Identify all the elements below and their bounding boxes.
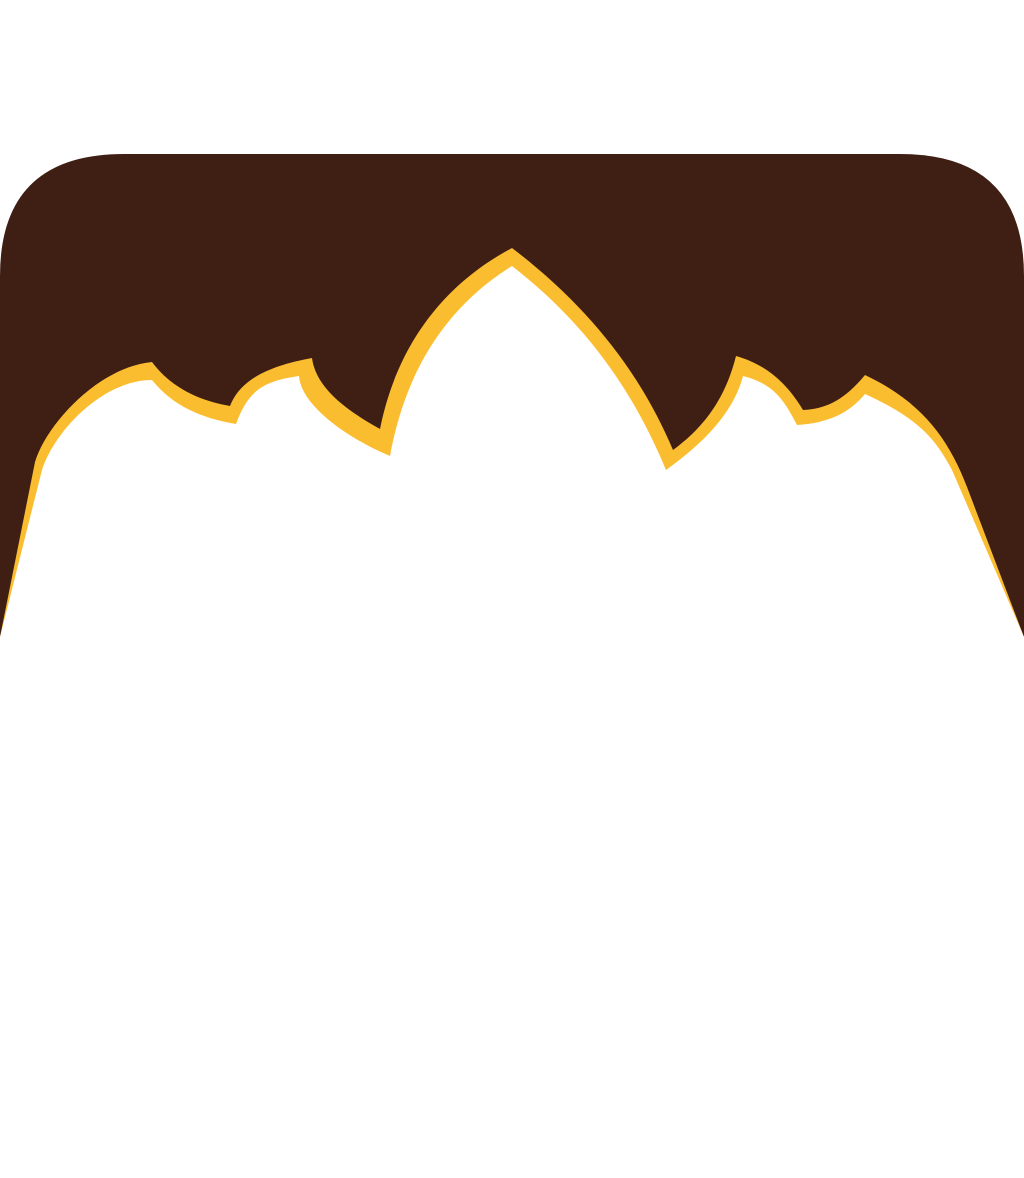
arch-opening: [0, 266, 1024, 637]
